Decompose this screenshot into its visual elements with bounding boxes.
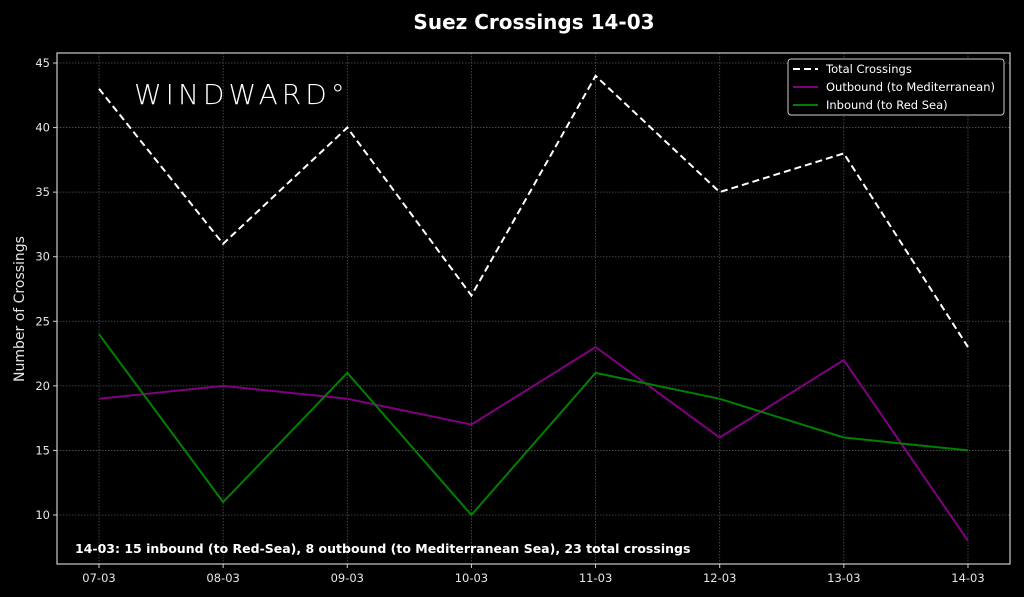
legend-label: Total Crossings <box>825 62 912 76</box>
series-line-total-crossings <box>98 74 969 348</box>
grid-lines <box>57 53 1010 564</box>
x-tick-label: 09-03 <box>331 571 364 585</box>
series-layer <box>98 74 969 542</box>
y-tick-label: 25 <box>35 314 50 328</box>
legend-label: Outbound (to Mediterranean) <box>826 80 995 94</box>
series-line-inbound-to-red-sea <box>98 333 969 517</box>
x-axis-ticks: 07-03 08-03 09-03 10-03 11-03 12-03 13-03 14-03 <box>82 564 985 585</box>
chart-annotation: 14-03: 15 inbound (to Red-Sea), 8 outbou… <box>75 541 690 556</box>
chart-title: Suez Crossings 14-03 <box>413 10 654 34</box>
y-axis-label: Number of Crossings <box>12 236 28 382</box>
x-tick-label: 14-03 <box>951 571 984 585</box>
legend: Total Crossings Outbound (to Mediterranea… <box>787 58 1005 116</box>
legend-label: Inbound (to Red Sea) <box>826 98 948 112</box>
y-axis-ticks: 10 15 20 25 30 35 40 45 <box>35 56 57 522</box>
y-tick-label: 40 <box>35 121 50 135</box>
series-line-outbound-to-mediterranean <box>98 345 969 542</box>
y-tick-label: 35 <box>35 185 50 199</box>
windward-logo: WINDWARD° <box>134 78 349 111</box>
x-tick-label: 07-03 <box>82 571 115 585</box>
y-tick-label: 10 <box>35 508 50 522</box>
x-tick-label: 12-03 <box>703 571 736 585</box>
y-tick-label: 30 <box>35 250 50 264</box>
x-tick-label: 11-03 <box>579 571 612 585</box>
plot-area-frame <box>56 52 1011 565</box>
x-tick-label: 10-03 <box>455 571 488 585</box>
y-tick-label: 15 <box>35 443 50 457</box>
y-tick-label: 45 <box>35 56 50 70</box>
legend-frame <box>787 58 1005 116</box>
x-tick-label: 13-03 <box>827 571 860 585</box>
y-tick-label: 20 <box>35 379 50 393</box>
x-tick-label: 08-03 <box>206 571 239 585</box>
